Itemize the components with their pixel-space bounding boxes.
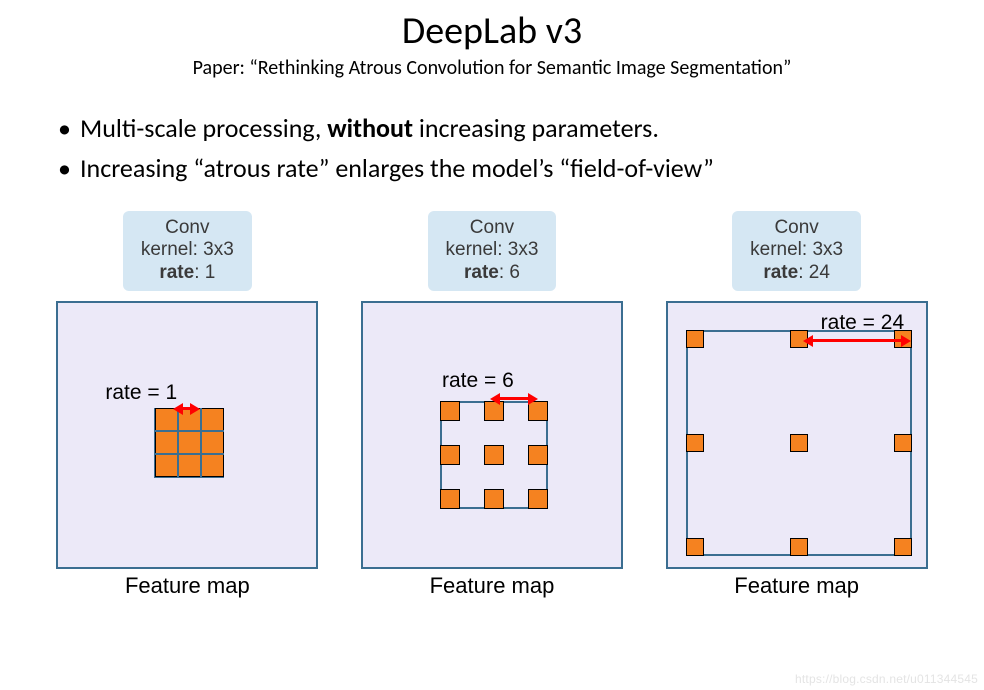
bullet-text-pre: Increasing “atrous rate” enlarges the mo… bbox=[80, 152, 714, 184]
page-subtitle: Paper: “Rethinking Atrous Convolution fo… bbox=[0, 56, 984, 80]
rate-arrow-icon bbox=[805, 335, 909, 347]
kernel-cell bbox=[894, 538, 912, 556]
badge-line: rate: 1 bbox=[141, 262, 234, 285]
kernel-cell bbox=[440, 489, 460, 509]
badge-line: Conv bbox=[446, 217, 539, 240]
kernel-cell bbox=[155, 454, 178, 477]
kernel-cell bbox=[686, 538, 704, 556]
kernel-cell bbox=[484, 445, 504, 465]
kernel-cell bbox=[440, 401, 460, 421]
feature-map-caption: Feature map bbox=[430, 573, 555, 599]
rate-label: rate = 1 bbox=[105, 381, 177, 405]
kernel-cell bbox=[440, 445, 460, 465]
watermark: https://blog.csdn.net/u011344545 bbox=[795, 672, 978, 686]
bullet-text-post: increasing parameters. bbox=[413, 112, 659, 144]
badge-line: rate: 24 bbox=[750, 262, 843, 285]
feature-map: rate = 1 bbox=[56, 301, 318, 569]
kernel-cell bbox=[178, 431, 201, 454]
kernel-cell bbox=[686, 330, 704, 348]
diagram-panel: Convkernel: 3x3rate: 6 rate = 6 Feature ma… bbox=[347, 211, 637, 599]
kernel-cell bbox=[178, 454, 201, 477]
kernel-cell bbox=[528, 445, 548, 465]
bullet-text-pre: Multi-scale processing, bbox=[80, 112, 327, 144]
conv-badge: Convkernel: 3x3rate: 1 bbox=[123, 211, 252, 291]
diagram-row: Convkernel: 3x3rate: 1rate = 1Feature ma… bbox=[0, 189, 984, 599]
kernel-cell bbox=[201, 431, 224, 454]
badge-line: kernel: 3x3 bbox=[750, 239, 843, 262]
badge-line: kernel: 3x3 bbox=[446, 239, 539, 262]
kernel-cell bbox=[201, 408, 224, 431]
kernel-cell bbox=[686, 434, 704, 452]
badge-line: rate: 6 bbox=[446, 262, 539, 285]
kernel-cell bbox=[155, 431, 178, 454]
page-title: DeepLab v3 bbox=[0, 8, 984, 54]
kernel-cell bbox=[790, 538, 808, 556]
badge-line: Conv bbox=[750, 217, 843, 240]
badge-line: Conv bbox=[141, 217, 234, 240]
kernel-cell bbox=[790, 434, 808, 452]
rate-label: rate = 6 bbox=[442, 369, 514, 393]
bullet-item: Increasing “atrous rate” enlarges the mo… bbox=[58, 148, 944, 188]
kernel-cell bbox=[484, 489, 504, 509]
rate-arrow-icon bbox=[175, 403, 198, 415]
feature-map-caption: Feature map bbox=[125, 573, 250, 599]
bullet-text-bold: without bbox=[327, 112, 413, 144]
kernel-cell bbox=[894, 434, 912, 452]
badge-line: kernel: 3x3 bbox=[141, 239, 234, 262]
bullet-list: Multi-scale processing, without increasi… bbox=[0, 80, 984, 189]
rate-label: rate = 24 bbox=[821, 311, 904, 335]
conv-badge: Convkernel: 3x3rate: 6 bbox=[428, 211, 557, 291]
conv-badge: Convkernel: 3x3rate: 24 bbox=[732, 211, 861, 291]
feature-map: rate = 24 bbox=[666, 301, 928, 569]
kernel-cell bbox=[201, 454, 224, 477]
bullet-item: Multi-scale processing, without increasi… bbox=[58, 108, 944, 148]
diagram-panel: Convkernel: 3x3rate: 1 rate = 1 Feature ma… bbox=[42, 211, 332, 599]
feature-map-caption: Feature map bbox=[734, 573, 859, 599]
rate-arrow-icon bbox=[492, 393, 536, 405]
kernel-cell bbox=[528, 489, 548, 509]
diagram-panel: Convkernel: 3x3rate: 24 rate = 24 Feature … bbox=[652, 211, 942, 599]
feature-map: rate = 6 bbox=[361, 301, 623, 569]
